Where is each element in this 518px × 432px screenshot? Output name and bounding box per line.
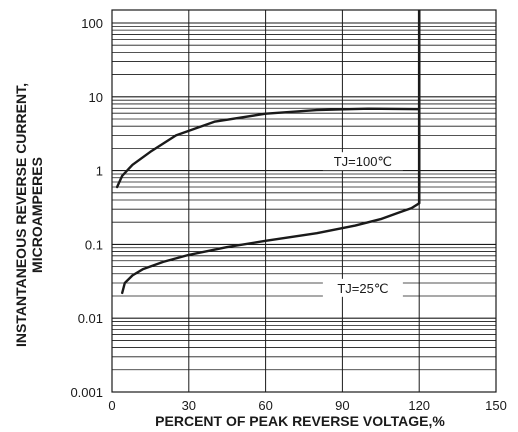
annotation-bg: [322, 152, 403, 171]
y-axis-title: INSTANTANEOUS REVERSE CURRENT, MICROAMPE…: [13, 83, 45, 347]
annotation-label-tj25: TJ=25℃: [337, 281, 388, 296]
x-tick-label: 60: [258, 398, 272, 413]
series-line-tj25: [121, 202, 421, 295]
y-axis-title-line-2: MICROAMPERES: [29, 157, 45, 273]
series-lines: [115, 10, 421, 295]
x-axis-title: PERCENT OF PEAK REVERSE VOLTAGE,%: [155, 413, 445, 429]
plot-frame: [111, 9, 497, 393]
x-tick-label: 0: [108, 398, 115, 413]
y-tick-label: 10: [89, 90, 103, 105]
x-tick-label: 90: [335, 398, 349, 413]
annotation-bg: [322, 278, 403, 297]
series-line-tj100: [115, 107, 421, 189]
annotation-label-tj100: TJ=100℃: [334, 154, 392, 169]
y-tick-label: 0.1: [85, 237, 103, 252]
grid-lines: [111, 10, 497, 393]
x-tick-label: 30: [182, 398, 196, 413]
x-tick-label: 120: [408, 398, 430, 413]
plot-border: [111, 9, 497, 393]
annotations: TJ=100℃ TJ=25℃: [322, 152, 403, 297]
y-tick-label: 0.001: [70, 385, 103, 400]
y-tick-label: 1: [96, 164, 103, 179]
x-tick-label: 150: [485, 398, 507, 413]
y-tick-label: 100: [81, 16, 103, 31]
tick-labels: 0 30 60 90 120 150 0.001 0.01 0.1 1 10 100: [70, 16, 506, 413]
y-tick-label: 0.01: [78, 311, 103, 326]
y-axis-title-line-1: INSTANTANEOUS REVERSE CURRENT,: [13, 83, 29, 347]
